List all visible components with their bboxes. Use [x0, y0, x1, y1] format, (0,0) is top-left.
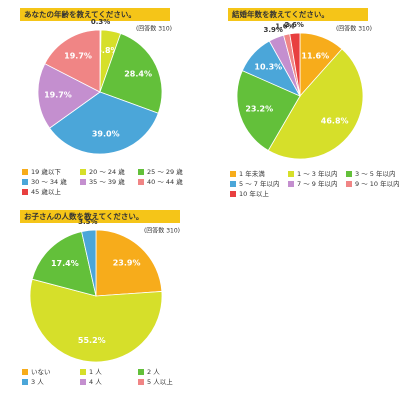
chart-title: お子さんの人数を教えてください。: [24, 211, 143, 221]
legend-swatch: [288, 181, 294, 187]
value-label: 0.3%: [91, 18, 110, 26]
legend-swatch: [80, 179, 86, 185]
value-label: 39.0%: [92, 129, 120, 138]
value-label: 23.2%: [245, 105, 273, 114]
legend-label: 19 歳以下: [31, 167, 61, 176]
legend-swatch: [230, 171, 236, 177]
legend-swatch: [22, 369, 28, 375]
legend-swatch: [138, 369, 144, 375]
pie-slice: [289, 32, 301, 97]
value-label: 5.8%: [96, 46, 118, 55]
legend-swatch: [138, 179, 144, 185]
pie-slice: [267, 48, 364, 160]
value-label: 46.8%: [321, 117, 349, 126]
value-label: 17.4%: [51, 259, 79, 268]
legend-swatch: [138, 169, 144, 175]
legend-label: 2 人: [147, 368, 160, 376]
legend-swatch: [288, 171, 294, 177]
legend-label: 45 歳以上: [31, 187, 61, 196]
legend-label: 5 ～ 7 年以内: [239, 179, 279, 188]
value-label: 19.7%: [44, 91, 72, 100]
legend-swatch: [80, 369, 86, 375]
legend-swatch: [22, 189, 28, 195]
chart-title: あなたの年齢を教えてください。: [24, 9, 136, 19]
legend-label: 35 ～ 39 歳: [89, 177, 125, 186]
legend-swatch: [80, 169, 86, 175]
legend-swatch: [138, 379, 144, 385]
pie-slice: [95, 229, 163, 297]
value-label: 2.6%: [284, 21, 303, 29]
value-label: 1.6%: [275, 22, 294, 30]
legend-swatch: [22, 169, 28, 175]
legend-label: 5 人以上: [147, 377, 173, 386]
legend-swatch: [230, 181, 236, 187]
legend-swatch: [22, 379, 28, 385]
value-label: 11.6%: [301, 51, 329, 60]
legend-label: 3 人: [31, 378, 44, 386]
note: (回答数 310): [336, 25, 372, 33]
pie-slice: [31, 231, 97, 297]
value-label: 10.3%: [254, 63, 282, 72]
chart-title: 結婚年数を教えてください。: [232, 9, 329, 19]
legend-label: 9 ～ 10 年以内: [355, 179, 400, 188]
legend-swatch: [346, 171, 352, 177]
pie-slice: [236, 70, 301, 151]
value-label: 23.9%: [113, 259, 141, 268]
legend-label: 25 ～ 29 歳: [147, 167, 183, 176]
pie-slice: [37, 63, 101, 129]
legend-label: 10 年以上: [239, 189, 269, 198]
legend-label: 1 人: [89, 368, 102, 376]
value-label: 3.9%: [263, 26, 282, 34]
pie-slice: [44, 29, 101, 93]
value-label: 19.7%: [64, 52, 92, 61]
note: (回答数 310): [144, 227, 180, 235]
legend-label: 1 年未満: [239, 169, 265, 178]
pie-slice: [49, 91, 159, 155]
legend-label: 3 ～ 5 年以内: [355, 169, 395, 178]
value-label: 28.4%: [124, 70, 152, 79]
value-label: 55.2%: [78, 336, 106, 345]
legend-swatch: [22, 179, 28, 185]
pie-slice: [81, 229, 97, 297]
pie-slice: [99, 33, 163, 114]
legend-label: 30 ～ 34 歳: [31, 177, 67, 186]
legend-label: 40 ～ 44 歳: [147, 177, 183, 186]
legend-label: 1 ～ 3 年以内: [297, 169, 337, 178]
value-label: 3.5%: [78, 218, 97, 226]
pie-slice: [29, 278, 163, 363]
legend-swatch: [346, 181, 352, 187]
title-bar: [228, 8, 368, 21]
legend-label: 4 人: [89, 378, 102, 386]
legend-swatch: [80, 379, 86, 385]
title-bar: [20, 8, 170, 21]
legend-label: 20 ～ 24 歳: [89, 167, 125, 176]
legend-swatch: [230, 191, 236, 197]
legend-label: 7 ～ 9 年以内: [297, 179, 337, 188]
legend-label: いない: [31, 368, 51, 376]
title-bar: [20, 210, 180, 223]
note: (回答数 310): [136, 25, 172, 33]
